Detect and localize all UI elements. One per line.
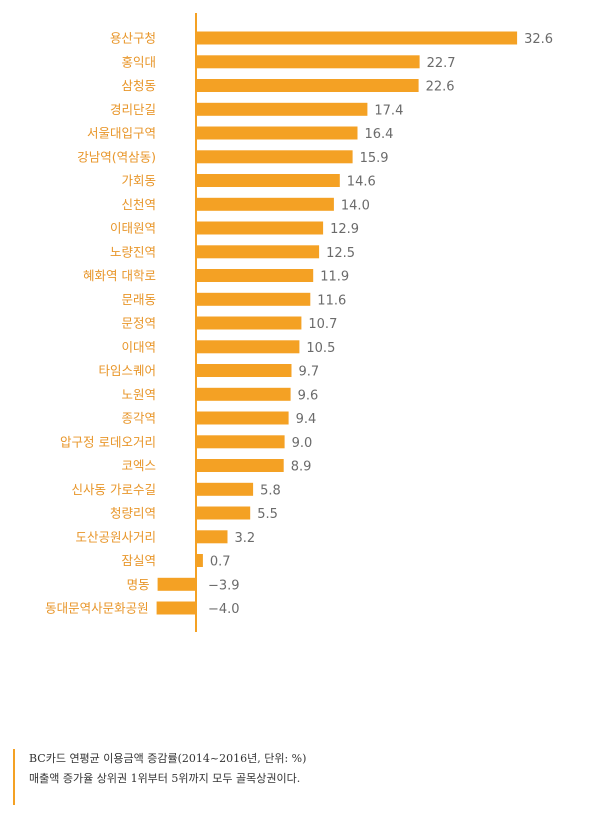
bar <box>196 79 419 92</box>
value-label: 10.5 <box>306 341 335 356</box>
bar <box>196 459 284 472</box>
category-label: 삼청동 <box>121 78 156 93</box>
value-label: 9.7 <box>299 365 320 380</box>
bar <box>196 102 368 116</box>
bar <box>196 316 302 330</box>
bar <box>196 245 320 259</box>
value-labels: 32.6 22.7 22.6 17.4 16.4 15.9 14.6 14.0 12.9 12.5… <box>208 32 553 617</box>
value-label: 5.8 <box>260 483 281 498</box>
category-label: 이대역 <box>121 339 156 354</box>
value-label: 32.6 <box>524 32 553 47</box>
value-label: 17.4 <box>374 103 403 118</box>
category-label: 혜화역 대학로 <box>83 268 156 283</box>
value-label: 22.7 <box>427 56 456 71</box>
bar <box>196 150 353 164</box>
category-label: 홍익대 <box>121 54 156 69</box>
category-label: 강남역(역삼동) <box>77 149 156 164</box>
category-label: 청량리역 <box>110 506 156 521</box>
category-label: 코엑스 <box>121 458 156 473</box>
category-label: 문래동 <box>121 292 156 307</box>
value-label: 16.4 <box>365 127 394 142</box>
bar <box>196 530 228 544</box>
category-label: 신천역 <box>121 197 156 212</box>
category-label: 잠실역 <box>121 553 156 568</box>
value-label: 12.5 <box>326 246 355 261</box>
category-label: 타임스퀘어 <box>98 363 156 378</box>
category-label: 압구정 로데오거리 <box>60 434 156 449</box>
bar <box>196 221 324 235</box>
caption-title: BC카드 연평균 이용금액 증감률(2014~2016년, 단위: %) <box>29 752 307 765</box>
category-label: 문정역 <box>121 316 156 331</box>
value-label: 8.9 <box>291 460 312 475</box>
bar <box>196 554 203 567</box>
value-label: 10.7 <box>308 317 337 332</box>
value-label: 5.5 <box>257 507 278 522</box>
bar <box>196 292 311 306</box>
category-label: 노량진역 <box>110 244 156 259</box>
value-label: 9.0 <box>292 436 313 451</box>
value-label: 14.6 <box>347 175 376 190</box>
category-label: 종각역 <box>121 411 156 426</box>
value-label: 15.9 <box>360 151 389 166</box>
bar <box>196 197 334 211</box>
value-label: 14.0 <box>341 198 370 213</box>
bar <box>196 435 285 449</box>
bar <box>196 126 358 140</box>
category-label: 가회동 <box>121 173 156 188</box>
value-label: −3.9 <box>208 578 240 593</box>
category-label: 신사동 가로수길 <box>72 482 156 497</box>
bar <box>156 601 196 615</box>
value-label: 22.6 <box>426 80 455 95</box>
value-label: 11.9 <box>320 270 349 285</box>
category-label: 경리단길 <box>110 102 156 117</box>
category-label: 명동 <box>127 577 150 592</box>
chart-caption: BC카드 연평균 이용금액 증감률(2014~2016년, 단위: %) 매출액… <box>13 749 573 805</box>
value-label: 11.6 <box>317 293 346 308</box>
bar <box>196 482 254 496</box>
value-label: −4.0 <box>208 602 240 617</box>
category-label: 이태원역 <box>110 221 156 236</box>
bar <box>157 577 196 591</box>
caption-note: 매출액 증가율 상위권 1위부터 5위까지 모두 골목상권이다. <box>29 772 301 785</box>
bars-group <box>156 31 518 615</box>
bar <box>196 340 300 354</box>
value-label: 12.9 <box>330 222 359 237</box>
category-label: 서울대입구역 <box>87 126 156 141</box>
category-label: 노원역 <box>121 387 156 402</box>
bar <box>196 174 340 187</box>
category-label: 도산공원사거리 <box>75 529 156 544</box>
value-label: 0.7 <box>210 555 231 570</box>
bar <box>196 364 292 377</box>
bar <box>196 31 518 45</box>
value-label: 9.6 <box>298 388 319 403</box>
bar <box>196 387 291 401</box>
category-label: 용산구청 <box>110 31 156 46</box>
category-label: 동대문역사문화공원 <box>45 601 149 616</box>
bar <box>196 269 314 282</box>
value-label: 3.2 <box>235 531 256 546</box>
bar <box>196 55 420 69</box>
bar <box>196 411 289 425</box>
value-label: 9.4 <box>296 412 317 427</box>
bar <box>196 506 251 520</box>
